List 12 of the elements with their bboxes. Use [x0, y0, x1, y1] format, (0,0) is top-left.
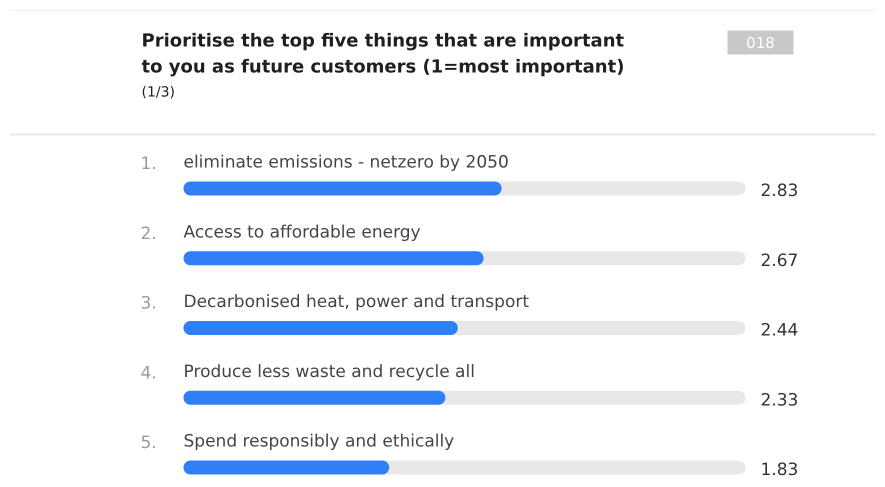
category-label: 5. Spend responsibly and ethically	[140, 432, 454, 453]
data-label: 2.83	[760, 181, 798, 201]
category-label: 2. Access to affordable energy	[140, 222, 421, 244]
category-label: 4. Produce less waste and recycle all	[140, 362, 475, 384]
data-label: 2.44	[760, 320, 798, 340]
data-label: 2.33	[760, 390, 798, 410]
category-label: 1. eliminate emissions - netzero by 2050	[140, 152, 509, 174]
chart-subtitle: (1/3)	[142, 84, 175, 100]
chart-title: Prioritise the top five things that are important to you as future customers (1=most important)	[142, 30, 625, 78]
data-label: 1.83	[760, 460, 798, 480]
category-label: 3. Decarbonised heat, power and transport	[140, 292, 530, 314]
data-label: 2.67	[760, 250, 798, 271]
